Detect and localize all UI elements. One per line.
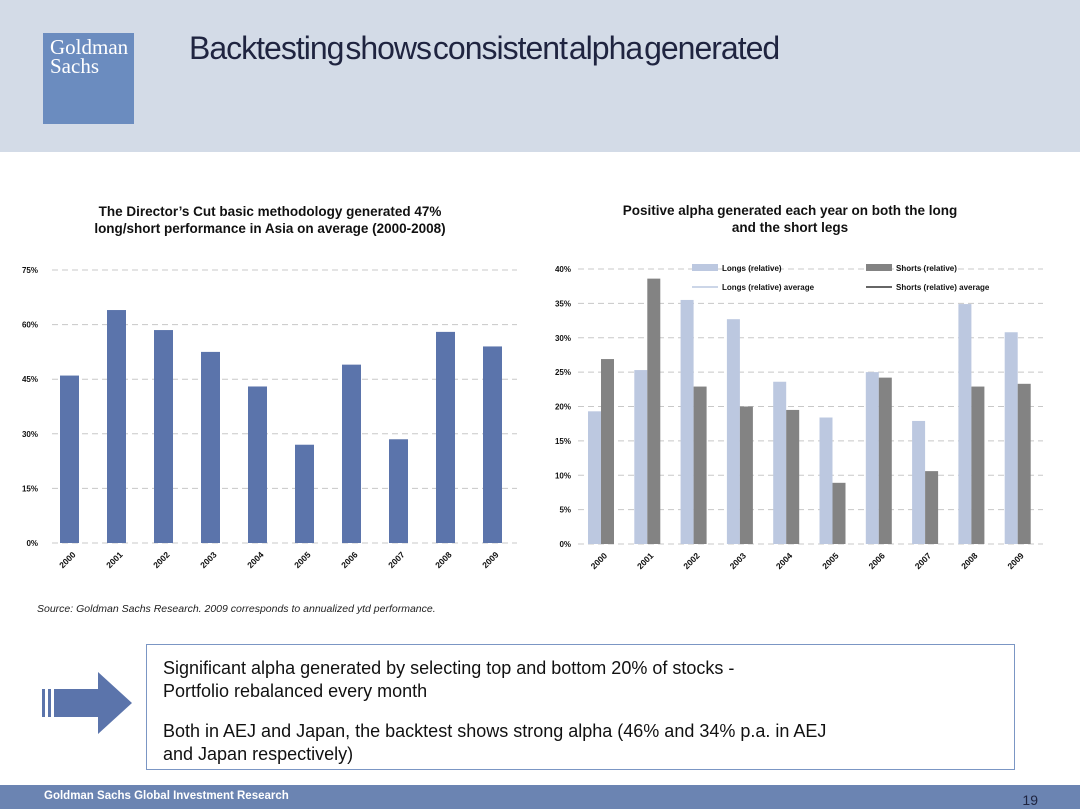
page-number: 19: [1022, 792, 1038, 808]
bar: [60, 375, 79, 543]
right-arrow-icon: [42, 672, 132, 734]
shorts-bar: [786, 409, 800, 544]
right-chart-title: Positive alpha generated each year on bo…: [560, 202, 1020, 236]
y-tick-label: 75%: [22, 266, 38, 275]
y-tick-label: 30%: [555, 334, 571, 343]
bar: [295, 444, 314, 543]
y-tick-label: 35%: [555, 299, 571, 308]
longs-bar: [634, 370, 648, 544]
longs-bar: [773, 381, 787, 544]
left-chart-title: The Director’s Cut basic methodology gen…: [30, 203, 510, 237]
left-chart-title-line-2: long/short performance in Asia on averag…: [94, 221, 446, 236]
left-chart-title-line-1: The Director’s Cut basic methodology gen…: [98, 204, 442, 219]
right-chart-title-line-1: Positive alpha generated each year on bo…: [622, 203, 958, 218]
bar: [436, 331, 455, 543]
shorts-bar: [647, 278, 661, 544]
callout-box: Significant alpha generated by selecting…: [146, 644, 1015, 770]
shorts-bar: [601, 359, 614, 544]
left-bar-chart: 0%15%30%45%60%75%2000 2001 2002 2003 2004 200…: [22, 266, 517, 570]
shorts-bar: [832, 482, 846, 544]
right-bar-chart: 0% 5% 10% 15% 20% 25% 30% 35% 40% 2000 2001 2002 200…: [555, 264, 1043, 571]
shorts-bar: [878, 377, 892, 544]
callout-line-2: Portfolio rebalanced every month: [163, 681, 428, 701]
y-tick-label: 0%: [559, 540, 571, 549]
y-tick-label: 25%: [555, 368, 571, 377]
bar: [342, 364, 361, 543]
logo-line-1: Goldman: [50, 35, 129, 59]
x-tick-label: 2002: [681, 550, 702, 571]
x-tick-label: 2006: [866, 550, 887, 571]
longs-bar: [588, 411, 601, 544]
logo-line-2: Sachs: [50, 54, 99, 78]
x-tick-label: 2003: [728, 550, 749, 571]
legend-label-shorts-average: Shorts (relative) average: [896, 283, 990, 292]
shorts-bar: [693, 386, 707, 544]
legend-label-longs-average: Longs (relative) average: [722, 283, 815, 292]
y-tick-label: 30%: [22, 430, 38, 439]
bar: [248, 386, 267, 543]
footer-label: Goldman Sachs Global Investment Research: [44, 790, 289, 802]
x-tick-label: 2000: [589, 550, 610, 571]
bar: [107, 310, 126, 543]
x-tick-label: 2009: [1005, 550, 1026, 571]
x-tick-label: 2004: [774, 550, 795, 571]
longs-bar: [912, 420, 926, 544]
legend-label-shorts: Shorts (relative): [896, 264, 957, 273]
y-tick-label: 40%: [555, 265, 571, 274]
header-band: Goldman Sachs Backtesting shows consiste…: [0, 0, 1080, 152]
shorts-bar: [1017, 383, 1031, 544]
x-tick-label: 2007: [913, 550, 934, 571]
bar: [201, 351, 220, 543]
y-tick-label: 20%: [555, 403, 571, 412]
legend-label-longs: Longs (relative): [722, 264, 782, 273]
longs-bar: [819, 417, 833, 544]
longs-bar: [726, 319, 740, 544]
y-tick-label: 45%: [22, 375, 38, 384]
bar: [154, 330, 173, 543]
longs-bar: [1004, 332, 1018, 544]
legend-swatch-shorts: [866, 264, 892, 271]
callout-line-1: Significant alpha generated by selecting…: [163, 658, 735, 678]
y-tick-label: 5%: [559, 506, 571, 515]
callout-line-4: and Japan respectively): [163, 744, 354, 764]
goldman-sachs-logo: Goldman Sachs: [43, 33, 134, 124]
y-tick-label: 60%: [22, 321, 38, 330]
source-note: Source: Goldman Sachs Research. 2009 cor…: [37, 603, 436, 615]
longs-bar: [680, 299, 694, 544]
longs-bar: [958, 304, 972, 544]
x-tick-label: 2005: [820, 550, 841, 571]
y-tick-label: 10%: [555, 471, 571, 480]
shorts-bar: [925, 471, 939, 544]
right-chart-title-line-2: and the short legs: [731, 220, 849, 235]
y-tick-label: 15%: [22, 484, 38, 493]
footer-bar: Goldman Sachs Global Investment Research…: [0, 785, 1080, 809]
shorts-bar: [971, 386, 985, 544]
x-tick-label: 2008: [959, 550, 980, 571]
y-tick-label: 0%: [26, 539, 38, 548]
longs-bar: [865, 372, 879, 544]
callout-line-3: Both in AEJ and Japan, the backtest show…: [163, 721, 827, 741]
shorts-bar: [739, 406, 753, 544]
bar: [483, 346, 502, 543]
bar: [389, 439, 408, 543]
y-tick-label: 15%: [555, 437, 571, 446]
slide-title: Backtesting shows consistent alpha gener…: [189, 30, 780, 66]
legend-swatch-longs: [692, 264, 718, 271]
x-tick-label: 2001: [635, 550, 656, 571]
